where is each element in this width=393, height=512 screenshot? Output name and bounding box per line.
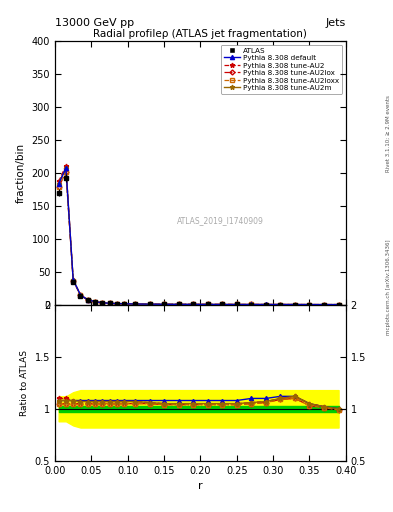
Text: ATLAS_2019_I1740909: ATLAS_2019_I1740909 xyxy=(177,216,264,225)
Text: Jets: Jets xyxy=(325,18,346,28)
Title: Radial profileρ (ATLAS jet fragmentation): Radial profileρ (ATLAS jet fragmentation… xyxy=(94,29,307,39)
Text: mcplots.cern.ch [arXiv:1306.3436]: mcplots.cern.ch [arXiv:1306.3436] xyxy=(386,239,391,334)
Text: 13000 GeV pp: 13000 GeV pp xyxy=(55,18,134,28)
X-axis label: r: r xyxy=(198,481,203,491)
Y-axis label: Ratio to ATLAS: Ratio to ATLAS xyxy=(20,350,29,416)
Y-axis label: fraction/bin: fraction/bin xyxy=(16,143,26,203)
Legend: ATLAS, Pythia 8.308 default, Pythia 8.308 tune-AU2, Pythia 8.308 tune-AU2lox, Py: ATLAS, Pythia 8.308 default, Pythia 8.30… xyxy=(221,45,342,94)
Text: Rivet 3.1.10; ≥ 2.9M events: Rivet 3.1.10; ≥ 2.9M events xyxy=(386,95,391,172)
